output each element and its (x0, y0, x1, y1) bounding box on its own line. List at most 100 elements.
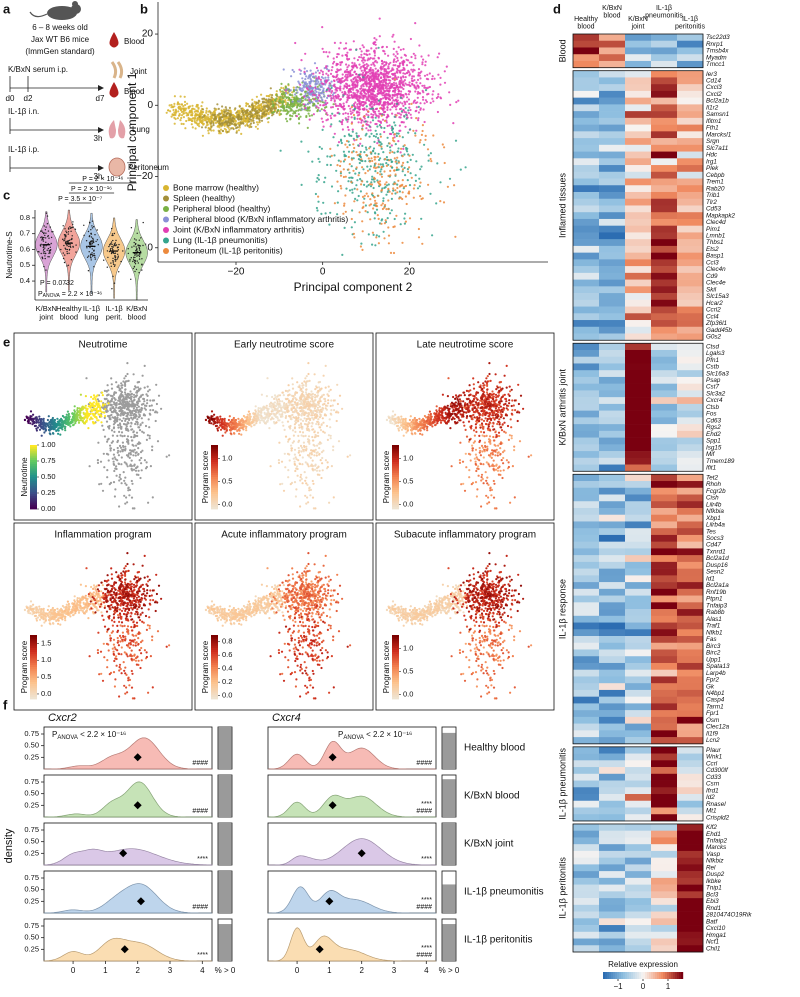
heatmap-cell (573, 629, 600, 637)
point (373, 57, 376, 60)
cell-dot (89, 255, 92, 257)
point (409, 90, 412, 93)
heatmap-cell (677, 548, 704, 556)
heatmap-cell (599, 514, 626, 522)
cell-dot (89, 242, 92, 244)
heatmap-cell (625, 272, 652, 280)
heatmap-cell (677, 696, 704, 704)
point (282, 68, 285, 71)
point (279, 149, 282, 152)
heatmap-cell (625, 898, 652, 906)
point (342, 150, 345, 153)
heatmap-cell (651, 84, 678, 92)
point (281, 99, 285, 103)
point (394, 98, 397, 101)
point (374, 129, 377, 132)
point (356, 154, 359, 157)
point (201, 116, 204, 119)
point (286, 87, 289, 90)
heatmap-cell (599, 615, 626, 623)
heatmap-cell (573, 457, 600, 465)
point (368, 86, 371, 89)
heatmap-cell (677, 70, 704, 78)
point (389, 165, 392, 168)
heatmap-cell (677, 77, 704, 85)
point (356, 117, 359, 120)
point (345, 70, 348, 74)
point (193, 116, 197, 119)
heatmap-cell (677, 437, 704, 445)
point (132, 407, 135, 410)
heatmap-cell (625, 390, 652, 398)
point (364, 160, 367, 163)
point (341, 253, 344, 256)
heatmap-cell (677, 609, 704, 617)
point (378, 112, 381, 115)
point (374, 212, 377, 215)
cell-dot (92, 238, 94, 240)
panel-label: d (553, 1, 561, 16)
heatmap-cell (573, 424, 600, 432)
point (291, 68, 294, 72)
point (173, 122, 176, 125)
heatmap-cell (573, 662, 600, 671)
point (318, 109, 322, 112)
heatmap-cell (599, 787, 626, 795)
point (289, 93, 292, 96)
point (309, 101, 312, 104)
cell-dot (90, 236, 93, 238)
y-tick-label: 0.8 (20, 213, 30, 222)
heatmap-cell (677, 34, 704, 42)
cell-dot (129, 260, 131, 262)
point (173, 95, 176, 98)
cell-dot (138, 244, 140, 247)
heatmap-cell (651, 683, 678, 691)
point (399, 101, 402, 104)
point (345, 42, 348, 45)
point (321, 98, 324, 101)
point (205, 109, 208, 113)
heatmap-cell (625, 814, 652, 822)
point (381, 118, 385, 121)
heatmap-cell (573, 376, 600, 384)
point (354, 101, 357, 104)
point (387, 187, 390, 190)
point (344, 53, 347, 57)
point (292, 70, 296, 73)
point (398, 62, 401, 65)
point (369, 95, 372, 98)
point (403, 217, 406, 220)
point (372, 90, 375, 93)
heatmap-cell (599, 333, 626, 341)
point (342, 94, 345, 97)
point (386, 87, 389, 90)
heatmap-cell (677, 178, 704, 186)
heatmap-cell (677, 191, 704, 200)
point (136, 403, 139, 407)
colorbar-step (669, 972, 672, 979)
point (326, 96, 329, 99)
point (378, 35, 381, 38)
legend-label: Peripheral blood (K/BxN inflammatory art… (173, 214, 348, 224)
heatmap-cell (677, 212, 704, 220)
point (379, 170, 382, 173)
cell-dot (91, 248, 94, 250)
heatmap-cell (625, 528, 652, 536)
point (258, 115, 261, 118)
legend-swatch (163, 185, 169, 191)
point (235, 111, 239, 114)
point (286, 110, 289, 113)
point (387, 234, 391, 237)
point (294, 88, 297, 92)
heatmap-cell (599, 104, 626, 112)
point (356, 188, 359, 191)
point (367, 157, 370, 160)
point (399, 113, 403, 116)
point (260, 93, 263, 96)
heatmap-cell (677, 938, 704, 946)
point (454, 235, 457, 238)
point (356, 103, 359, 106)
cell-dot (45, 252, 47, 255)
heatmap-cell (599, 212, 626, 220)
point (201, 108, 205, 111)
